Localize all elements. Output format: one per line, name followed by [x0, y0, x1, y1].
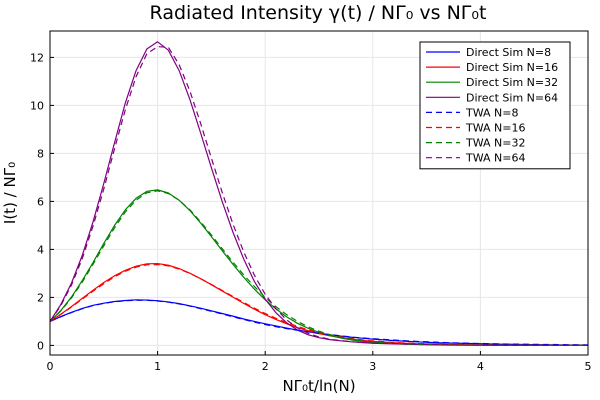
- y-tick-label: 8: [37, 147, 44, 160]
- legend-label-twa-n-64: TWA N=64: [465, 152, 525, 165]
- legend-label-direct-sim-n-8: Direct Sim N=8: [466, 46, 551, 59]
- legend-label-twa-n-8: TWA N=8: [465, 106, 518, 119]
- y-tick-label: 4: [37, 243, 44, 256]
- legend-label-twa-n-16: TWA N=16: [465, 122, 525, 135]
- series-lines: [49, 41, 589, 346]
- legend-label-direct-sim-n-64: Direct Sim N=64: [466, 91, 558, 104]
- y-tick-label: 6: [37, 195, 44, 208]
- legend-box: [419, 41, 571, 170]
- x-tick-label: 4: [477, 360, 484, 373]
- x-axis-label: NΓ₀t/ln(N): [282, 377, 355, 395]
- x-tick-label: 5: [585, 360, 592, 373]
- y-tick-label: 12: [30, 51, 44, 64]
- y-tick-label: 10: [30, 99, 44, 112]
- legend: Direct Sim N=8 Direct Sim N=16 Direct Sim …: [419, 41, 571, 170]
- y-tick-label: 0: [37, 339, 44, 352]
- series-line-twa-n-16: [49, 263, 588, 346]
- x-tick-label: 2: [262, 360, 269, 373]
- series-line-twa-n-64: [49, 45, 588, 346]
- plot-frame: [49, 30, 589, 356]
- y-tick-label: 2: [37, 291, 44, 304]
- legend-label-direct-sim-n-32: Direct Sim N=32: [466, 76, 558, 89]
- y-axis-label: I(t) / NΓ₀: [1, 162, 19, 224]
- legend-label-twa-n-32: TWA N=32: [465, 137, 525, 150]
- x-tick-label: 0: [47, 360, 54, 373]
- series-line-twa-n-8: [49, 299, 589, 346]
- x-tick-label: 1: [154, 360, 161, 373]
- x-tick-label: 3: [369, 360, 376, 373]
- chart-title: Radiated Intensity γ(t) / NΓ₀ vs NΓ₀t: [150, 2, 487, 24]
- legend-label-direct-sim-n-16: Direct Sim N=16: [466, 61, 558, 74]
